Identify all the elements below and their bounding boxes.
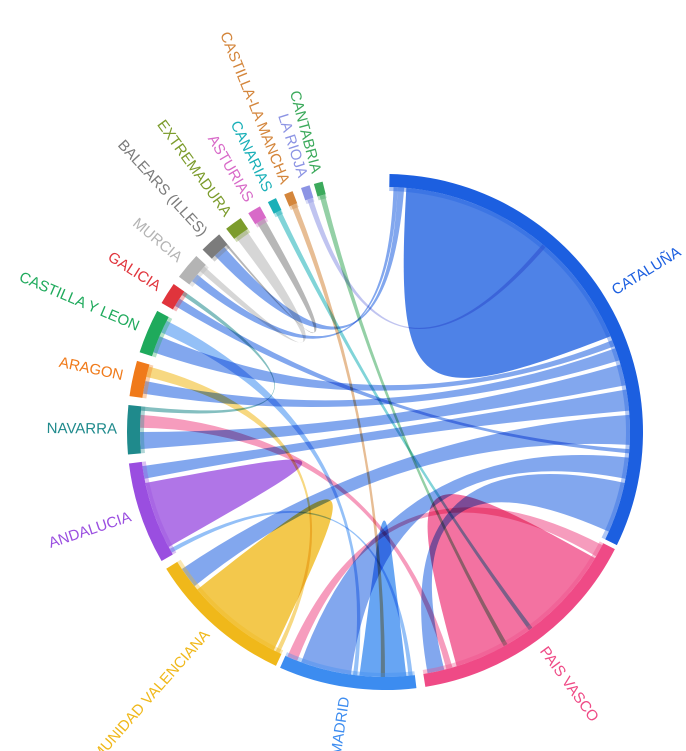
arc-extremadura[interactable]	[226, 218, 248, 239]
label-comunidad-valenciana: COMUNIDAD VALENCIANA	[74, 627, 213, 751]
ribbon-balears-illes-to-asturias	[225, 218, 317, 334]
arc-band-madrid	[285, 652, 415, 677]
arc-band-extremadura	[234, 228, 251, 243]
label-castilla-y-leon: CASTILLA Y LEON	[17, 269, 142, 335]
arc-band-cataluna	[389, 187, 630, 540]
arc-band-balears-illes	[211, 244, 231, 262]
arc-band-castilla-y-leon	[151, 316, 173, 358]
arc-castilla-la-mancha[interactable]	[284, 191, 298, 207]
ribbon-madrid-to-madrid	[359, 520, 407, 677]
label-galicia: GALICIA	[105, 249, 164, 295]
arc-navarra[interactable]	[127, 405, 142, 455]
ribbons-layer	[140, 187, 630, 677]
arc-murcia[interactable]	[178, 256, 206, 285]
ribbon-cataluna-to-pais-vasco	[421, 474, 625, 674]
arc-band-cantabria	[317, 194, 327, 201]
ribbon-cataluna-to-balears-illes	[214, 187, 405, 330]
arc-asturias[interactable]	[248, 206, 267, 225]
arc-band-murcia	[189, 264, 209, 287]
arc-band-canarias	[273, 209, 284, 218]
arc-castilla-y-leon[interactable]	[139, 310, 169, 357]
ribbon-cataluna-to-madrid	[301, 455, 629, 675]
arc-madrid[interactable]	[280, 655, 417, 690]
ribbon-murcia-to-extremadura	[200, 230, 306, 343]
ribbon-cataluna-to-andalucia	[142, 389, 630, 479]
arc-band-galicia	[172, 291, 188, 312]
ribbon-madrid-to-castilla-y-leon	[161, 320, 361, 676]
ribbon-cataluna-to-navarra	[140, 364, 626, 450]
label-navarra: NAVARRA	[47, 420, 117, 438]
label-aragon: ARAGON	[58, 354, 125, 384]
ribbon-pais-vasco-to-pais-vasco	[427, 494, 596, 667]
arc-band-la-rioja	[305, 197, 315, 205]
ribbon-cataluna-to-castilla-y-leon	[153, 336, 615, 391]
arc-cantabria[interactable]	[313, 181, 326, 197]
arc-band-navarra	[140, 406, 146, 454]
arc-comunidad-valenciana[interactable]	[166, 561, 282, 666]
label-cataluna: CATALUÑA	[609, 244, 684, 299]
arc-band-andalucia	[141, 461, 177, 555]
ribbon-cataluna-to-comunidad-valenciana	[181, 414, 630, 587]
arc-balears-illes[interactable]	[202, 234, 228, 259]
ribbon-comunidad-valenciana-to-comunidad-valenciana	[197, 499, 333, 651]
ribbon-cataluna-to-aragon	[143, 348, 620, 408]
label-pais-vasco: PAIS VASCO	[536, 644, 602, 726]
arc-canarias[interactable]	[267, 198, 282, 214]
arc-aragon[interactable]	[129, 360, 150, 398]
arc-band-aragon	[142, 364, 154, 399]
arc-andalucia[interactable]	[128, 461, 173, 561]
arc-cataluna[interactable]	[389, 174, 643, 546]
ribbon-andalucia-to-andalucia	[145, 459, 303, 548]
arc-la-rioja[interactable]	[301, 185, 314, 201]
arcs-layer	[127, 174, 643, 690]
label-balears-illes: BALEARS (ILLES)	[114, 137, 210, 240]
ribbon-pais-vasco-to-navarra	[140, 414, 453, 670]
label-madrid: MADRID	[328, 696, 354, 751]
arc-band-castilla-la-mancha	[289, 203, 299, 211]
label-murcia: MURCIA	[129, 215, 185, 266]
label-andalucia: ANDALUCIA	[47, 508, 134, 551]
arc-pais-vasco[interactable]	[423, 543, 615, 687]
arc-galicia[interactable]	[161, 284, 185, 310]
arc-band-asturias	[255, 217, 269, 228]
